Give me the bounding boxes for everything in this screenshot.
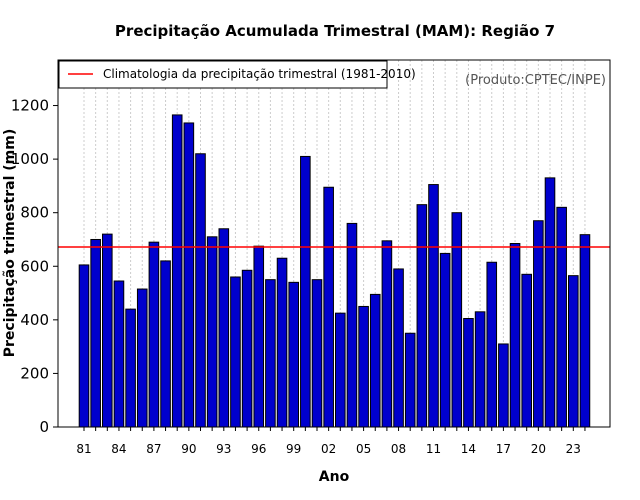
x-tick-label: 99	[286, 442, 301, 456]
x-tick-label: 14	[461, 442, 476, 456]
chart-title: Precipitação Acumulada Trimestral (MAM):…	[115, 22, 555, 40]
bar-2014	[463, 318, 474, 428]
bar-1987	[148, 241, 160, 428]
bar-2005	[358, 305, 369, 428]
bar-1986	[136, 288, 148, 428]
x-tick-label: 84	[111, 442, 126, 456]
y-tick-label: 1000	[11, 150, 49, 168]
y-tick-label: 0	[39, 418, 49, 436]
x-axis-label: Ano	[319, 469, 350, 485]
bar-1989	[171, 114, 183, 428]
bar-2019	[521, 273, 533, 428]
bar-2008	[393, 268, 404, 428]
bar-2012	[439, 252, 451, 428]
bar-1981	[78, 264, 90, 428]
legend: Climatologia da precipitação trimestral …	[58, 60, 416, 89]
y-axis-label: Precipitação trimestral (mm)	[2, 129, 18, 357]
bar-2022	[556, 206, 567, 428]
x-tick-label: 17	[496, 442, 511, 456]
bar-2021	[544, 177, 556, 428]
bar-2023	[568, 275, 579, 428]
legend-label: Climatologia da precipitação trimestral …	[103, 67, 416, 81]
bar-1982	[90, 238, 101, 428]
bar-2003	[335, 312, 346, 428]
bar-2002	[323, 186, 334, 428]
x-tick-label: 11	[426, 442, 441, 456]
bar-1983	[102, 233, 113, 428]
bar-2007	[381, 240, 393, 428]
bar-2013	[451, 212, 463, 428]
bar-1988	[160, 260, 171, 428]
bar-2020	[533, 220, 544, 428]
bar-1995	[241, 269, 253, 428]
bar-2000	[300, 155, 311, 428]
bar-1999	[288, 281, 299, 428]
x-tick-label: 20	[531, 442, 546, 456]
bar-2004	[346, 222, 358, 428]
y-tick-label: 200	[20, 364, 49, 382]
plot-frame	[57, 59, 611, 428]
x-tick-label: 02	[321, 442, 336, 456]
bar-2009	[404, 332, 416, 428]
y-tick-label: 800	[20, 204, 49, 222]
bar-2018	[509, 243, 521, 428]
bar-1990	[183, 122, 195, 428]
bar-1998	[276, 257, 288, 428]
bar-2015	[474, 311, 486, 428]
legend-box	[58, 60, 388, 89]
bar-2017	[498, 343, 509, 428]
bar-1984	[113, 280, 125, 428]
y-tick-label: 1200	[11, 97, 49, 115]
x-tick-label: 93	[216, 442, 231, 456]
bar-1996	[253, 245, 265, 428]
bar-2006	[369, 293, 381, 428]
bar-2024	[579, 234, 591, 428]
bar-2010	[416, 204, 428, 428]
bar-1997	[265, 279, 276, 428]
y-tick-label: 400	[20, 311, 49, 329]
bars	[78, 114, 591, 428]
y-axis: 0 200 400 600 800 1000 1200	[11, 97, 58, 436]
y-tick-label: 600	[20, 257, 49, 275]
bar-2001	[311, 279, 323, 428]
bar-2016	[486, 261, 498, 428]
bar-1994	[230, 276, 241, 428]
x-tick-label: 81	[76, 442, 91, 456]
bar-1991	[195, 153, 206, 428]
source-label: (Produto:CPTEC/INPE)	[465, 73, 606, 88]
bar-1992	[206, 236, 218, 428]
x-axis: 81 84 87 90 93 96 99 02 05 08 11 14 17 20 23	[76, 427, 586, 456]
x-tick-label: 08	[391, 442, 406, 456]
bar-1993	[218, 228, 230, 428]
bar-1985	[125, 308, 136, 428]
x-tick-label: 87	[146, 442, 161, 456]
x-tick-label: 96	[251, 442, 266, 456]
x-tick-label: 05	[356, 442, 371, 456]
bar-2011	[428, 184, 439, 428]
x-tick-label: 90	[181, 442, 196, 456]
x-tick-label: 23	[566, 442, 581, 456]
